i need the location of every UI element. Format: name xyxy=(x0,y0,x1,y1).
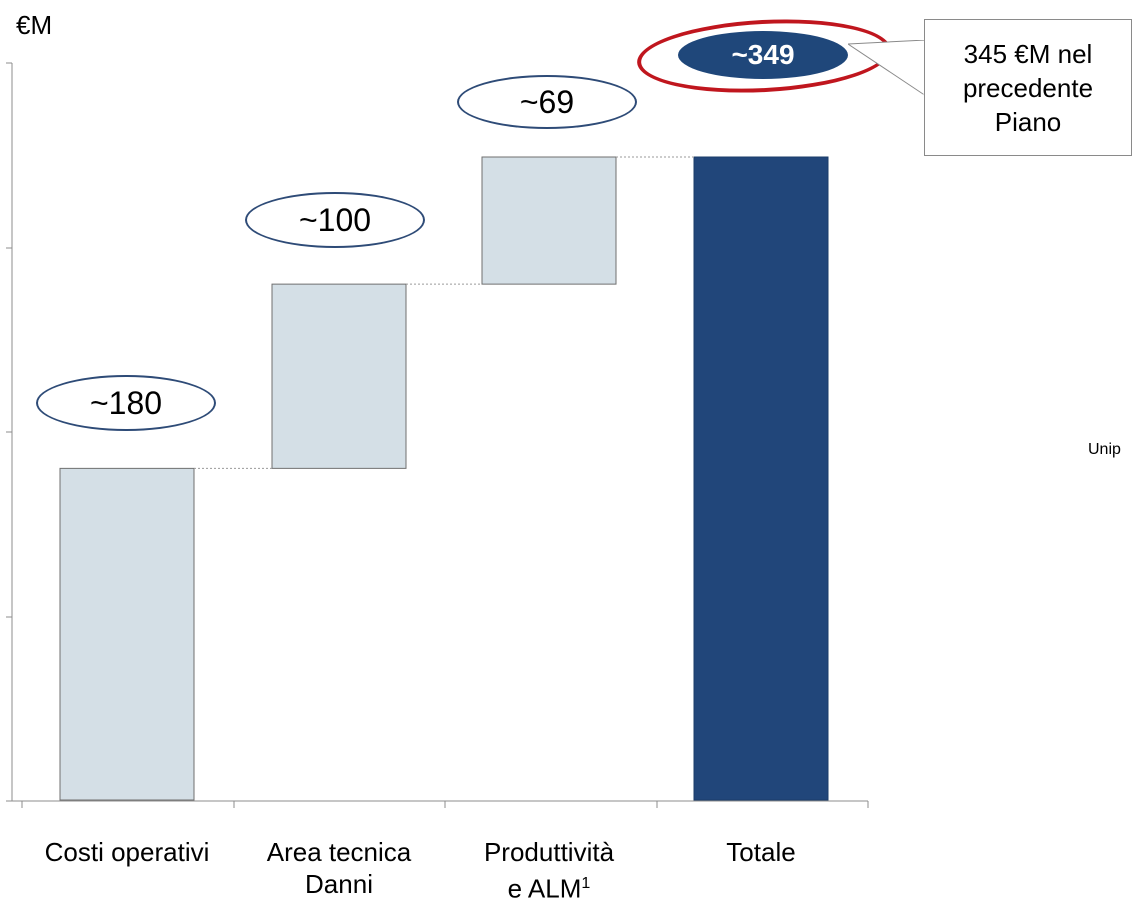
value-label-1: ~100 xyxy=(245,192,425,248)
category-label-3: Totale xyxy=(726,836,795,868)
category-label-2: Produttività e ALM1 xyxy=(484,836,614,905)
bar-total xyxy=(693,156,829,801)
total-value-label: ~349 xyxy=(678,31,848,79)
value-label-0: ~180 xyxy=(36,375,216,431)
category-label-line1: Produttività xyxy=(483,837,615,867)
side-text-fragment: Unip xyxy=(1088,441,1121,458)
callout-tail xyxy=(848,40,927,97)
callout-line-2: precedente xyxy=(962,72,1094,103)
category-label-line1: Costi operativi xyxy=(44,837,210,867)
category-label-line2: e ALM1 xyxy=(507,873,591,904)
value-label-2: ~69 xyxy=(457,75,637,129)
bar-step-0 xyxy=(59,467,195,801)
callout-previous-plan: 345 €M nel precedente Piano xyxy=(924,19,1132,156)
bar-step-2 xyxy=(481,156,617,285)
callout-line-1: 345 €M nel xyxy=(963,38,1093,69)
footnote-marker: 1 xyxy=(581,875,591,892)
category-label-0: Costi operativi xyxy=(45,836,210,868)
category-label-line2: Danni xyxy=(305,869,373,899)
category-label-line1: Area tecnica xyxy=(266,837,412,867)
callout-line-3: Piano xyxy=(994,106,1062,137)
category-label-1: Area tecnica Danni xyxy=(267,836,412,900)
unit-label: €M xyxy=(16,10,53,40)
bar-step-1 xyxy=(271,283,407,469)
category-label-line1: Totale xyxy=(726,837,796,867)
